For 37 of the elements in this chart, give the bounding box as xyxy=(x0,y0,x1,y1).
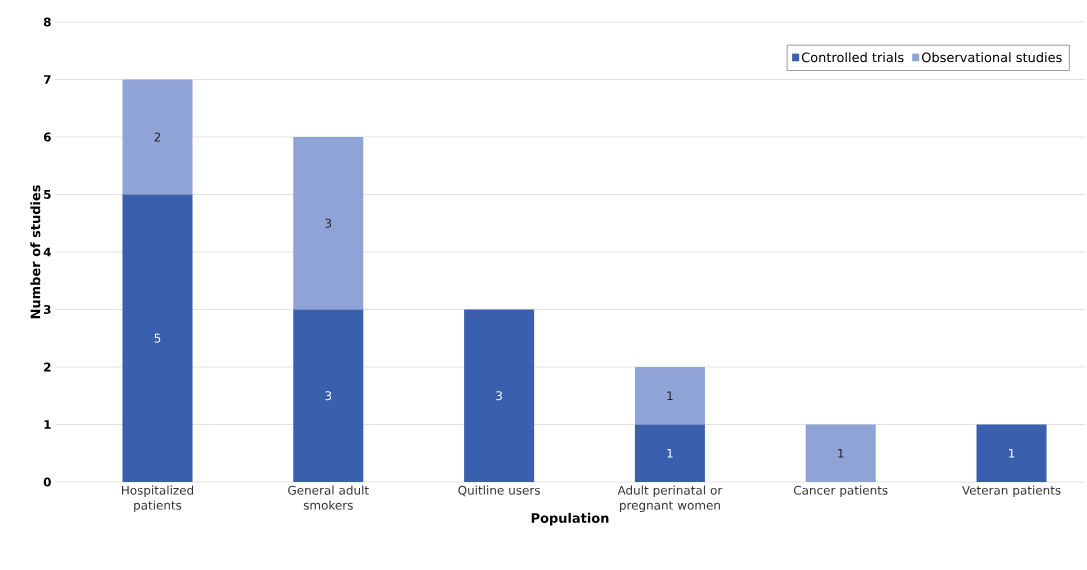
legend-label: Observational studies xyxy=(921,52,1062,63)
data-label: 3 xyxy=(325,218,332,228)
y-tick-label: 7 xyxy=(43,75,51,84)
data-label: 1 xyxy=(1009,448,1015,458)
data-label: 3 xyxy=(325,391,332,401)
x-tick-label: Cancer patients xyxy=(793,485,888,498)
y-tick-label: 4 xyxy=(43,247,51,257)
data-label: 1 xyxy=(838,448,844,458)
x-tick-label: Quitline users xyxy=(458,485,540,497)
data-label: 1 xyxy=(667,448,673,458)
y-tick-label: 3 xyxy=(43,304,51,315)
bar xyxy=(293,137,364,310)
data-label: 2 xyxy=(154,132,161,142)
data-label: 5 xyxy=(154,333,161,343)
legend-label: Controlled trials xyxy=(801,52,904,63)
bar xyxy=(805,424,876,482)
x-tick-label: Adult perinatal or pregnant women xyxy=(617,485,723,513)
y-axis-title: Number of studies xyxy=(30,185,41,319)
x-tick-label: Veteran patients xyxy=(962,485,1061,498)
x-tick-label: General adult smokers xyxy=(288,485,369,510)
x-tick-label: Hospitalized patients xyxy=(122,485,194,513)
y-tick-label: 5 xyxy=(44,190,51,199)
y-tick-label: 1 xyxy=(44,420,51,429)
bar xyxy=(634,367,705,425)
data-label: 1 xyxy=(667,391,673,401)
bar xyxy=(293,309,364,482)
y-tick-label: 8 xyxy=(43,17,51,27)
y-tick-label: 2 xyxy=(44,362,51,372)
bar xyxy=(634,424,705,482)
bar xyxy=(122,79,193,195)
bar xyxy=(464,309,535,482)
y-tick-label: 0 xyxy=(43,477,51,487)
y-tick-label: 6 xyxy=(43,132,51,142)
x-axis-title: Population xyxy=(531,512,609,526)
bar xyxy=(976,424,1047,482)
bar xyxy=(122,194,193,482)
data-label: 3 xyxy=(496,391,502,401)
